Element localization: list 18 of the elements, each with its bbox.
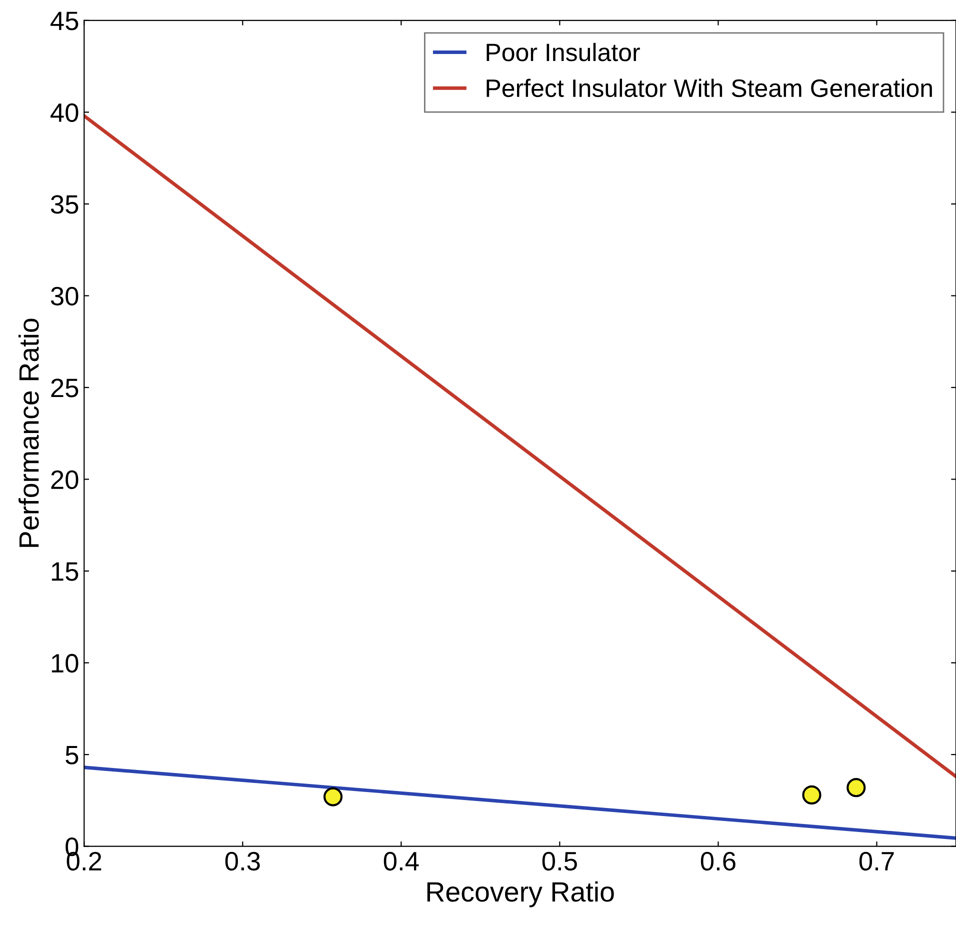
x-tick-label: 0.5 [542,852,577,871]
y-tick-label: 35 [50,195,78,214]
y-axis-title: Performance Ratio [18,318,39,547]
y-tick-label: 25 [51,378,78,398]
y-tick-label: 40 [50,103,78,122]
y-tick-label: 15 [52,562,78,581]
x-axis-title: Recovery Ratio [427,881,614,908]
x-tick-label: 0.6 [700,852,736,871]
y-tick-label: 10 [52,654,78,673]
y-tick-label: 20 [51,470,78,490]
y-tick-label: 45 [50,12,78,30]
y-tick-label: 30 [50,286,78,306]
legend-label: Perfect Insulator With Steam Generation [486,78,932,98]
x-tick-label: 0.7 [859,852,894,871]
x-tick-label: 0.3 [225,852,260,871]
y-tick-label: 5 [66,746,78,764]
x-tick-label: 0.4 [384,852,419,871]
legend-label: Poor Insulator [486,42,640,62]
